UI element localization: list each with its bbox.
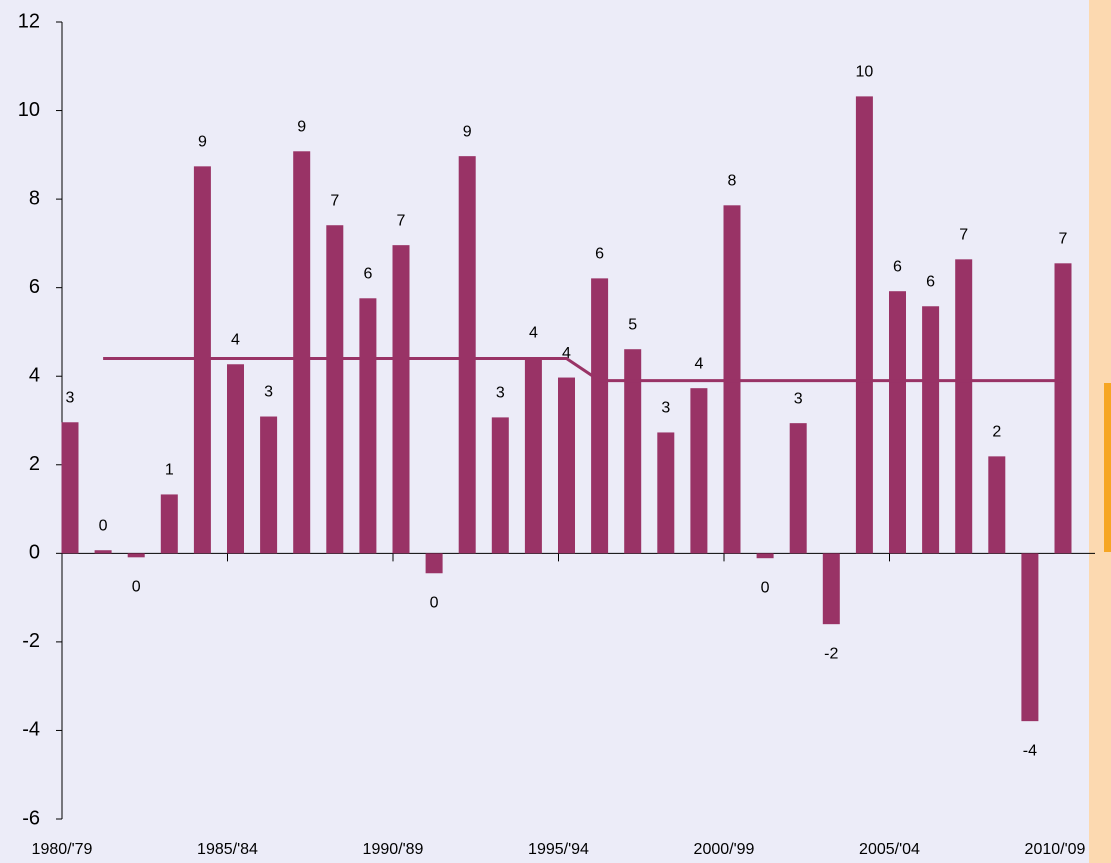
y-tick-label: 6 — [29, 276, 40, 298]
bar — [326, 225, 344, 554]
data-label: 7 — [959, 227, 968, 244]
data-label: 6 — [926, 273, 935, 290]
bar — [955, 259, 973, 554]
bar — [591, 278, 609, 554]
y-tick-label: -4 — [22, 719, 40, 741]
data-label: 3 — [661, 400, 670, 417]
bar — [624, 349, 642, 554]
bar — [392, 245, 410, 554]
y-tick-label: 12 — [18, 10, 40, 32]
x-tick-label: 1990/'89 — [363, 841, 424, 858]
bar — [889, 291, 906, 554]
data-label: 8 — [728, 173, 737, 190]
bar — [558, 377, 575, 554]
data-label: -4 — [1023, 742, 1037, 759]
bar — [1021, 553, 1039, 722]
data-label: 2 — [992, 424, 1001, 441]
data-label: 7 — [330, 192, 339, 209]
bar — [227, 364, 244, 554]
data-label: 0 — [761, 579, 770, 596]
side-bar — [1104, 383, 1111, 552]
y-tick-label: 0 — [29, 542, 40, 564]
bar — [756, 553, 774, 559]
data-label: 7 — [397, 212, 406, 229]
bar — [293, 151, 311, 554]
bar — [260, 416, 278, 554]
y-tick-label: -6 — [22, 807, 40, 829]
bar — [1054, 263, 1072, 554]
data-label: 4 — [694, 355, 703, 372]
x-tick-label: 1995/'94 — [528, 841, 589, 858]
data-label: 0 — [132, 579, 141, 596]
data-label: 9 — [297, 119, 306, 136]
bar — [425, 553, 443, 574]
bar — [94, 550, 112, 554]
bar — [922, 306, 940, 554]
side-panel — [1089, 0, 1111, 863]
data-label: 7 — [1059, 231, 1068, 248]
x-tick-label: 1985/'84 — [197, 841, 258, 858]
bar — [789, 423, 807, 554]
data-label: 4 — [231, 331, 240, 348]
bar — [855, 96, 873, 554]
bar — [160, 494, 178, 554]
y-tick-label: 8 — [29, 187, 40, 209]
average-line — [103, 357, 1063, 383]
bar — [524, 357, 542, 554]
data-label: 0 — [99, 517, 108, 534]
data-label: 9 — [198, 134, 207, 151]
bar — [988, 456, 1006, 554]
x-tick-label: 2000/'99 — [694, 841, 755, 858]
y-tick-label: -2 — [22, 630, 40, 652]
bar — [359, 298, 377, 554]
data-label: 3 — [66, 389, 75, 406]
bar — [61, 422, 79, 554]
bar — [127, 553, 145, 558]
data-label: 3 — [794, 390, 803, 407]
data-label: 5 — [628, 316, 637, 333]
data-label: 9 — [463, 123, 472, 140]
data-label: 0 — [430, 594, 439, 611]
bar — [657, 432, 675, 554]
y-tick-label: 2 — [29, 453, 40, 475]
data-label: 3 — [264, 384, 273, 401]
data-label: -2 — [824, 645, 838, 662]
data-label: 10 — [856, 64, 874, 81]
x-tick-label: 2005/'04 — [859, 841, 920, 858]
data-label: 1 — [165, 462, 174, 479]
data-label: 4 — [529, 324, 538, 341]
data-label: 6 — [363, 266, 372, 283]
data-label: 6 — [595, 246, 604, 263]
data-label: 3 — [496, 385, 505, 402]
bar — [690, 388, 708, 554]
y-tick-label: 10 — [18, 99, 40, 121]
bar — [491, 417, 509, 554]
x-tick-label: 1980/'79 — [32, 841, 93, 858]
x-tick-label: 2010/'09 — [1025, 841, 1086, 858]
data-label: 6 — [893, 258, 902, 275]
bar — [458, 156, 476, 554]
y-tick-label: 4 — [29, 365, 40, 387]
data-label: 4 — [562, 345, 571, 362]
bar — [822, 553, 840, 625]
